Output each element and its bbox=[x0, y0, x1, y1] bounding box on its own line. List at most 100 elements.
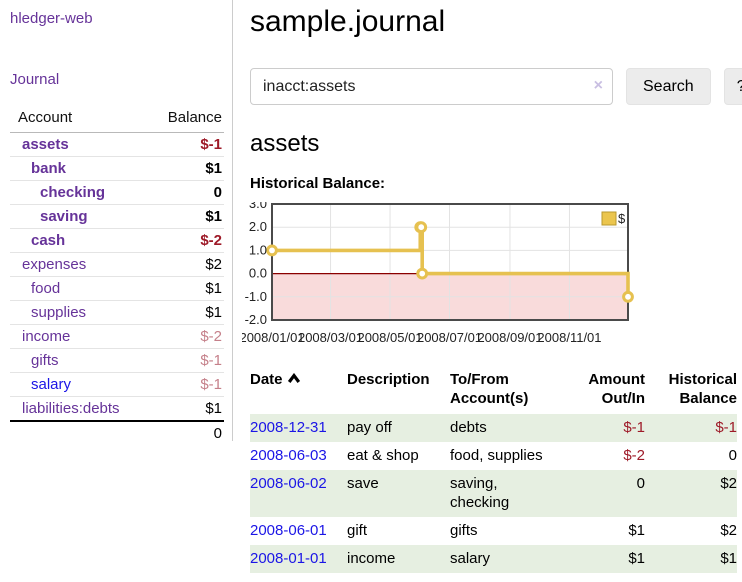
page-title: sample.journal bbox=[250, 5, 446, 38]
account-link[interactable]: bank bbox=[31, 160, 67, 177]
transaction-date-link[interactable]: 2008-01-01 bbox=[250, 550, 327, 567]
app-title-link[interactable]: hledger-web bbox=[10, 10, 93, 27]
svg-text:0.0: 0.0 bbox=[249, 266, 267, 281]
chart-title: Historical Balance: bbox=[250, 175, 386, 192]
register-table: Date Description To/From Account(s) Amoun… bbox=[250, 367, 737, 573]
account-balance: $1 bbox=[205, 400, 222, 417]
transaction-accounts: debts bbox=[450, 419, 487, 436]
account-link[interactable]: assets bbox=[22, 136, 69, 153]
account-row: salary $-1 bbox=[10, 373, 224, 397]
app-title: hledger-web bbox=[10, 10, 232, 27]
transaction-date-link: 2008-12-31 bbox=[250, 414, 347, 442]
register-header-balance: Historical Balance bbox=[668, 371, 737, 407]
transaction-balance: $-1 bbox=[715, 419, 737, 436]
account-row: bank $1 bbox=[10, 157, 224, 181]
svg-text:2008/03/01: 2008/03/01 bbox=[298, 330, 363, 345]
help-button[interactable]: ? bbox=[723, 68, 742, 105]
transaction-amount: 0 bbox=[636, 475, 645, 492]
account-link[interactable]: supplies bbox=[31, 304, 87, 321]
account-balance: $1 bbox=[205, 304, 222, 321]
svg-text:-2.0: -2.0 bbox=[245, 312, 267, 327]
search-bar: × Search ? bbox=[250, 68, 742, 105]
transaction-description: income bbox=[347, 550, 396, 567]
main-content: sample.journal × Search ? assets Histori… bbox=[233, 0, 742, 573]
transaction-date-link: 2008-06-02 bbox=[250, 470, 347, 517]
transaction-date-link[interactable]: 2008-12-31 bbox=[250, 419, 327, 436]
sidebar-item-journal[interactable]: Journal bbox=[10, 71, 60, 88]
register-header-date-label: Date bbox=[250, 371, 283, 388]
accounts-header-account: Account bbox=[18, 109, 73, 126]
account-link[interactable]: food bbox=[31, 280, 61, 297]
account-link[interactable]: expenses bbox=[22, 256, 87, 273]
transaction-balance: $2 bbox=[720, 522, 737, 539]
svg-text:2008/01/01: 2008/01/01 bbox=[242, 330, 305, 345]
transaction-date-link: 2008-06-03 bbox=[250, 442, 347, 470]
transaction-balance: $2 bbox=[720, 475, 737, 492]
account-link[interactable]: checking bbox=[40, 184, 106, 201]
transaction-description: gift bbox=[347, 522, 368, 539]
transaction-date-link: 2008-06-01 bbox=[250, 517, 347, 545]
transaction-accounts: food, supplies bbox=[450, 447, 543, 464]
transaction-description: save bbox=[347, 475, 379, 492]
account-balance: $-1 bbox=[200, 352, 222, 369]
transaction-row: 2008-06-03 eat & shop food, supplies $-2 0 bbox=[250, 442, 737, 470]
search-input[interactable] bbox=[250, 68, 613, 105]
svg-text:2008/09/01: 2008/09/01 bbox=[477, 330, 542, 345]
account-row: food $1 bbox=[10, 277, 224, 301]
sort-ascending-icon bbox=[287, 370, 301, 389]
transaction-accounts: salary bbox=[450, 550, 491, 567]
accounts-table-header-row: Account Balance bbox=[10, 105, 224, 133]
transaction-row: 2008-06-01 gift gifts $1 $2 bbox=[250, 517, 737, 545]
svg-text:2.0: 2.0 bbox=[249, 219, 267, 234]
account-row: checking 0 bbox=[10, 181, 224, 205]
account-link[interactable]: liabilities:debts bbox=[22, 400, 120, 417]
plot-border bbox=[271, 203, 629, 321]
account-link[interactable]: cash bbox=[31, 232, 66, 249]
transaction-description: eat & shop bbox=[347, 447, 419, 464]
svg-text:2008/11/01: 2008/11/01 bbox=[537, 330, 601, 345]
sidebar: hledger-web Journal Account Balance asse… bbox=[0, 0, 233, 442]
account-link[interactable]: salary bbox=[31, 376, 72, 393]
account-balance: $1 bbox=[205, 160, 222, 177]
account-row: liabilities:debts $1 bbox=[10, 397, 224, 422]
accounts-table: Account Balance assets $-1 bank $1 checking 0… bbox=[10, 105, 224, 445]
clear-search-icon[interactable]: × bbox=[593, 77, 603, 94]
account-balance: $-1 bbox=[200, 376, 222, 393]
search-button[interactable]: Search bbox=[626, 68, 711, 105]
transaction-amount: $1 bbox=[628, 550, 645, 567]
transaction-amount: $1 bbox=[628, 522, 645, 539]
transaction-date-link[interactable]: 2008-06-03 bbox=[250, 447, 327, 464]
svg-text:2008/05/01: 2008/05/01 bbox=[357, 330, 422, 345]
account-link[interactable]: gifts bbox=[31, 352, 59, 369]
transaction-date-link[interactable]: 2008-06-02 bbox=[250, 475, 327, 492]
chart-legend: $ bbox=[601, 211, 626, 226]
accounts-total-spacer bbox=[10, 421, 146, 445]
register-header-date[interactable]: Date bbox=[250, 367, 347, 414]
account-balance: $2 bbox=[205, 256, 222, 273]
transaction-accounts: gifts bbox=[450, 522, 478, 539]
data-point-marker bbox=[622, 290, 634, 303]
register-header-row: Date Description To/From Account(s) Amoun… bbox=[250, 367, 737, 414]
account-row: income $-2 bbox=[10, 325, 224, 349]
account-row: cash $-2 bbox=[10, 229, 224, 253]
account-link[interactable]: income bbox=[22, 328, 71, 345]
account-row: saving $1 bbox=[10, 205, 224, 229]
account-balance: 0 bbox=[213, 184, 222, 201]
historical-balance-chart-svg: $3.0 2.0 1.0 0.0 -1.0 -2.0 2008/01/012008/03/0… bbox=[242, 202, 634, 345]
transaction-amount: $-1 bbox=[623, 419, 645, 436]
transaction-accounts: saving, checking bbox=[450, 475, 510, 511]
transaction-date-link[interactable]: 2008-06-01 bbox=[250, 522, 327, 539]
transaction-balance: $1 bbox=[720, 550, 737, 567]
account-balance: $-2 bbox=[200, 328, 222, 345]
account-link[interactable]: saving bbox=[40, 208, 88, 225]
transaction-date-link: 2008-01-01 bbox=[250, 545, 347, 573]
transaction-description: pay off bbox=[347, 419, 392, 436]
account-balance: $-1 bbox=[200, 136, 222, 153]
register-header-description: Description bbox=[347, 371, 430, 388]
account-row: expenses $2 bbox=[10, 253, 224, 277]
transaction-row: 2008-12-31 pay off debts $-1 $-1 bbox=[250, 414, 737, 442]
account-balance: $1 bbox=[205, 280, 222, 297]
section-title: assets bbox=[250, 130, 320, 157]
account-row: gifts $-1 bbox=[10, 349, 224, 373]
